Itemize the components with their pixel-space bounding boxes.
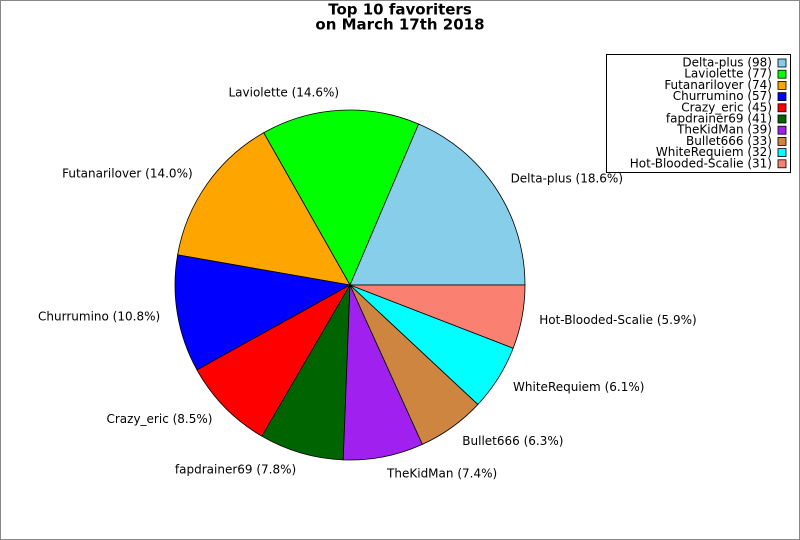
legend-box: [606, 54, 791, 173]
legend-swatch: [777, 159, 787, 169]
pie-slice: [263, 109, 420, 286]
slice-label: WhiteRequiem (6.1%): [513, 380, 644, 394]
slice-label: Hot-Blooded-Scalie (5.9%): [539, 313, 696, 327]
pie-slice: [196, 283, 352, 437]
slice-label: Bullet666 (6.3%): [462, 434, 563, 448]
slice-label: Delta-plus (18.6%): [511, 171, 623, 185]
pie-slice: [174, 254, 352, 371]
legend-label: Bullet666 (33): [686, 134, 772, 148]
legend-label: Crazy_eric (45): [681, 100, 772, 114]
slice-label: Laviolette (14.6%): [228, 85, 339, 99]
slice-label: TheKidMan (7.4%): [386, 466, 497, 480]
legend-label: WhiteRequiem (32): [656, 145, 772, 159]
legend-label: Churrumino (57): [673, 89, 772, 103]
legend-swatch: [777, 81, 787, 90]
legend-swatch: [777, 58, 787, 68]
chart-subtitle: on March 17th 2018: [315, 16, 484, 34]
legend-swatch: [777, 136, 787, 146]
slice-label: Crazy_eric (8.5%): [106, 412, 212, 426]
pie-slice: [349, 123, 526, 286]
legend-label: Laviolette (77): [684, 67, 772, 81]
legend-label: Hot-Blooded-Scalie (31): [630, 156, 772, 170]
pie-slice: [349, 284, 526, 349]
legend-swatch: [777, 69, 787, 79]
pie-slice: [177, 132, 351, 286]
slice-label: Futanarilover (14.0%): [62, 167, 193, 181]
legend-label: Delta-plus (98): [682, 56, 772, 70]
chart-title: Top 10 favoriters: [328, 1, 472, 19]
legend-label: TheKidMan (39): [676, 123, 772, 137]
legend-swatch: [777, 125, 787, 135]
legend-label: fapdrainer69 (41): [666, 112, 772, 126]
legend-label: Futanarilover (74): [664, 78, 772, 92]
legend-swatch: [777, 148, 787, 158]
legend-swatch: [777, 114, 787, 124]
legend-swatch: [777, 103, 787, 113]
slice-label: fapdrainer69 (7.8%): [175, 462, 296, 476]
legend-swatch: [777, 92, 787, 101]
slice-label: Churrumino (10.8%): [38, 309, 160, 323]
